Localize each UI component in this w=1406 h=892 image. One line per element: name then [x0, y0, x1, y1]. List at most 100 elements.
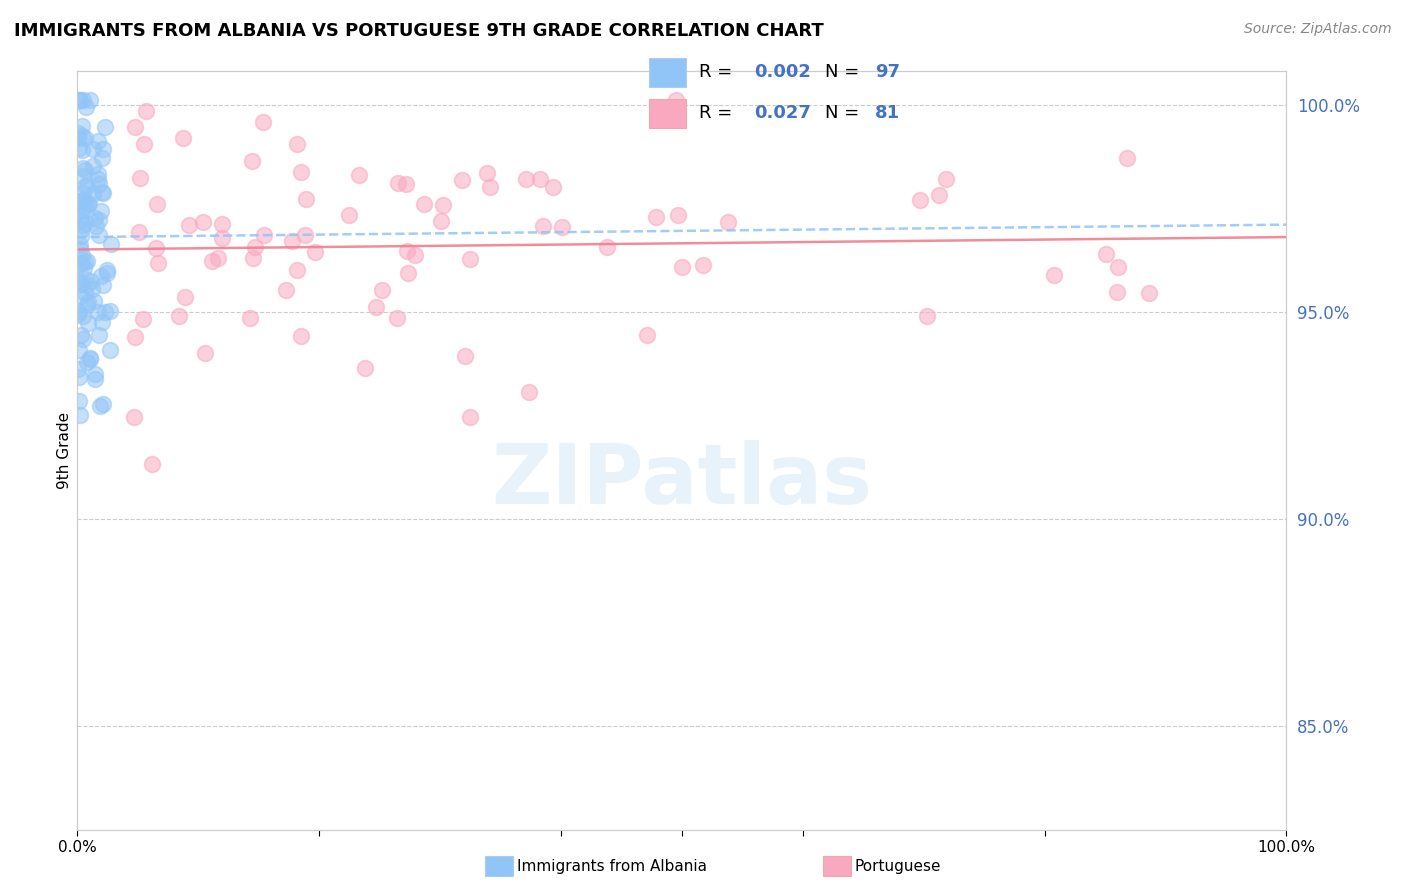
Text: N =: N =	[825, 63, 865, 81]
Point	[240, 154, 263, 169]
Point	[122, 410, 145, 425]
Point	[354, 360, 377, 375]
Point	[98, 343, 121, 358]
Point	[83, 372, 105, 386]
Point	[66, 273, 89, 287]
Point	[304, 244, 326, 259]
Point	[73, 261, 96, 276]
Point	[1137, 286, 1160, 301]
Point	[239, 311, 262, 326]
Point	[370, 283, 392, 297]
Point	[91, 185, 114, 199]
Point	[79, 351, 101, 365]
Point	[665, 94, 688, 108]
Point	[73, 255, 96, 269]
Point	[70, 119, 93, 133]
Point	[124, 329, 146, 343]
Point	[73, 130, 96, 145]
Point	[67, 370, 90, 384]
Point	[1107, 285, 1129, 299]
Point	[432, 198, 454, 212]
Text: Source: ZipAtlas.com: Source: ZipAtlas.com	[1244, 22, 1392, 37]
Text: R =: R =	[699, 63, 738, 81]
Point	[76, 355, 98, 369]
Point	[211, 230, 233, 244]
Point	[1116, 151, 1139, 165]
Point	[69, 194, 91, 209]
Point	[66, 307, 89, 321]
Point	[67, 343, 90, 357]
Text: IMMIGRANTS FROM ALBANIA VS PORTUGUESE 9TH GRADE CORRELATION CHART: IMMIGRANTS FROM ALBANIA VS PORTUGUESE 9T…	[14, 22, 824, 40]
Point	[67, 393, 90, 408]
Point	[75, 100, 97, 114]
Point	[83, 293, 105, 308]
Point	[69, 238, 91, 252]
Point	[69, 242, 91, 256]
Point	[529, 171, 551, 186]
Point	[69, 256, 91, 270]
Point	[70, 228, 93, 243]
Point	[91, 186, 114, 200]
Point	[72, 332, 94, 346]
Point	[87, 304, 110, 318]
Point	[671, 260, 693, 274]
Point	[90, 204, 112, 219]
Point	[67, 304, 90, 318]
Text: Portuguese: Portuguese	[855, 859, 942, 873]
Point	[337, 208, 360, 222]
Point	[129, 170, 152, 185]
Point	[145, 240, 167, 254]
Point	[82, 282, 104, 296]
Point	[908, 193, 931, 207]
Text: Immigrants from Albania: Immigrants from Albania	[517, 859, 707, 873]
Point	[70, 128, 93, 143]
Point	[928, 188, 950, 202]
Point	[91, 397, 114, 411]
Point	[128, 225, 150, 239]
Point	[366, 300, 388, 314]
Point	[89, 399, 111, 413]
Point	[96, 266, 118, 280]
Point	[76, 298, 98, 312]
Point	[177, 218, 200, 232]
Point	[90, 151, 112, 165]
Point	[396, 266, 419, 280]
Point	[141, 457, 163, 471]
Point	[66, 361, 89, 376]
Point	[77, 197, 100, 211]
Point	[146, 197, 169, 211]
Point	[596, 240, 619, 254]
Bar	[650, 58, 686, 87]
Point	[274, 283, 297, 297]
Point	[87, 172, 110, 186]
Point	[67, 94, 90, 108]
Text: 0.002: 0.002	[754, 63, 811, 81]
Point	[531, 219, 554, 234]
Point	[89, 212, 111, 227]
Point	[135, 103, 157, 118]
Point	[94, 120, 117, 135]
Point	[70, 143, 93, 157]
Point	[716, 214, 738, 228]
Point	[72, 161, 94, 175]
Point	[72, 218, 94, 232]
Point	[76, 178, 98, 193]
Point	[477, 166, 499, 180]
Point	[93, 278, 115, 293]
Point	[69, 94, 91, 108]
Point	[287, 136, 309, 151]
Point	[517, 385, 540, 400]
Point	[72, 193, 94, 207]
Point	[94, 305, 117, 319]
Text: R =: R =	[699, 104, 738, 122]
Point	[429, 213, 451, 227]
Point	[77, 294, 100, 309]
Point	[72, 309, 94, 323]
Point	[66, 127, 89, 141]
Point	[82, 186, 104, 201]
Point	[73, 272, 96, 286]
Point	[207, 251, 229, 265]
Point	[87, 328, 110, 343]
Point	[91, 315, 114, 329]
Point	[479, 179, 502, 194]
